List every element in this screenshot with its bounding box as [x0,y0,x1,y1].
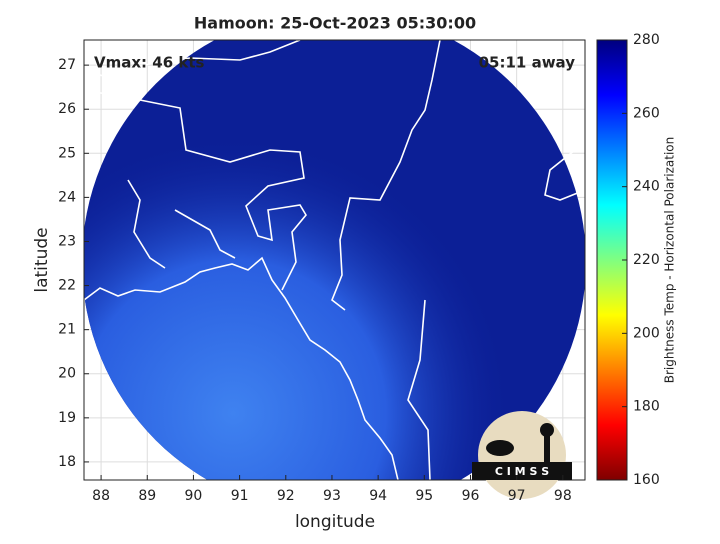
y-tick-label: 19 [58,410,76,426]
colorbar-tick-label: 260 [633,105,660,121]
x-tick-label: 88 [92,488,110,504]
colorbar-tick-label: 220 [633,252,660,268]
y-tick-label: 23 [58,233,76,249]
logo: C I M S S [472,411,572,499]
x-tick-label: 98 [554,488,572,504]
annotation: 05:11 away [479,54,576,72]
y-tick-label: 21 [58,322,76,338]
y-tick-label: 18 [58,454,76,470]
colorbar-label: Brightness Temp - Horizontal Polarizatio… [663,137,677,384]
y-tick-label: 20 [58,366,76,382]
colorbar-tick-label: 240 [633,179,660,195]
colorbar-tick-label: 180 [633,399,660,415]
logo-text: C I M S S [495,465,549,478]
x-tick-label: 95 [415,488,433,504]
y-axis-label: latitude [32,227,52,292]
x-tick-label: 90 [185,488,203,504]
y-tick-label: 27 [58,57,76,73]
y-tick-label: 24 [58,189,76,205]
x-tick-label: 93 [323,488,341,504]
colorbar-tick-label: 200 [633,325,660,341]
x-tick-label: 94 [369,488,387,504]
coastlines [84,40,585,480]
x-tick-label: 89 [138,488,156,504]
x-axis-label: longitude [295,512,375,532]
x-tick-label: 96 [462,488,480,504]
y-tick-label: 22 [58,278,76,294]
x-tick-label: 97 [508,488,526,504]
colorbar-tick-label: 280 [633,32,660,48]
satellite-swath [84,40,585,480]
plot-frame [83,39,586,481]
x-tick-label: 91 [231,488,249,504]
colorbar-tick-label: 160 [633,472,660,488]
chart-title: Hamoon: 25-Oct-2023 05:30:00 [194,14,476,33]
y-tick-label: 25 [58,145,76,161]
annotation: Vmax: 46 kts [94,54,204,72]
y-tick-label: 26 [58,101,76,117]
x-tick-label: 92 [277,488,295,504]
